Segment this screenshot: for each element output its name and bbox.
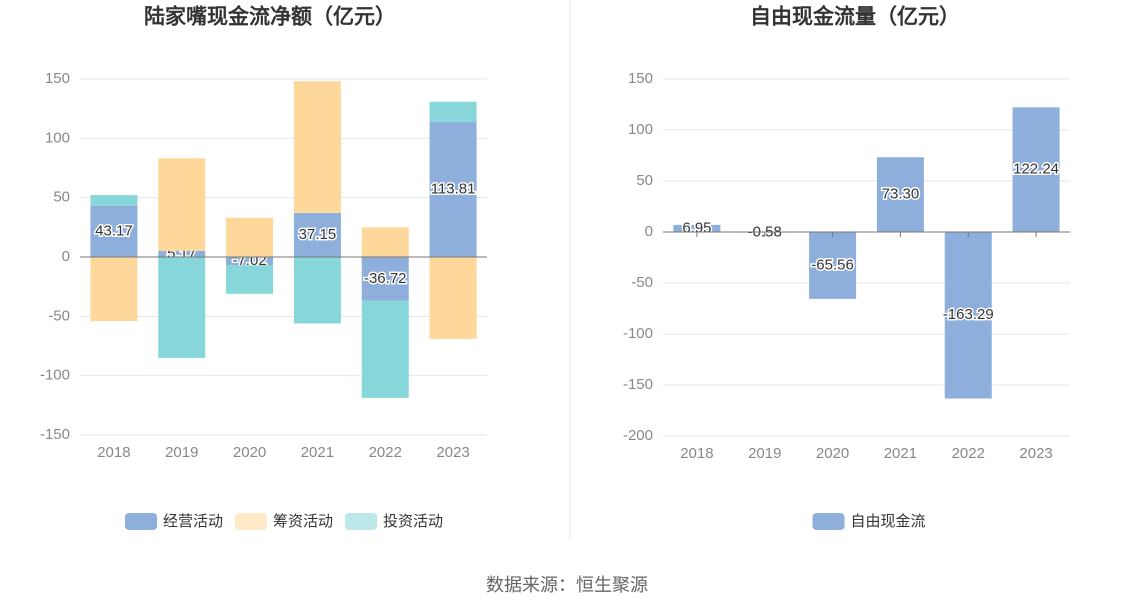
bar [90, 257, 138, 322]
bar [429, 257, 477, 339]
legend-swatch [235, 513, 267, 530]
bar [158, 250, 206, 257]
bar [226, 217, 274, 257]
x-tick-label: 2020 [233, 444, 266, 461]
x-tick-label: 2022 [369, 444, 402, 461]
bar [361, 227, 409, 257]
y-tick-label: -150 [623, 376, 653, 393]
legend-label: 筹资活动 [273, 513, 333, 530]
bar [944, 232, 992, 399]
y-tick-label: -100 [40, 367, 70, 384]
data-label: -36.72 [364, 270, 407, 287]
bar [226, 265, 274, 294]
x-tick-label: 2023 [436, 444, 469, 461]
legend-label: 自由现金流 [851, 513, 926, 530]
data-label: 37.15 [299, 226, 337, 243]
bar [158, 257, 206, 358]
bar [90, 195, 138, 206]
x-tick-label: 2019 [748, 445, 781, 462]
bar [293, 257, 341, 324]
y-tick-label: 150 [45, 70, 70, 87]
y-tick-label: -200 [623, 427, 653, 444]
legend-swatch [812, 513, 845, 530]
y-tick-label: 0 [62, 248, 70, 265]
y-tick-label: 50 [53, 189, 70, 206]
y-tick-label: 150 [628, 70, 653, 87]
x-tick-label: 2019 [165, 444, 198, 461]
data-label: -65.56 [811, 256, 854, 273]
bar [809, 232, 857, 299]
bar [90, 205, 138, 257]
data-label: 122.24 [1013, 161, 1059, 178]
y-tick-label: 100 [628, 121, 653, 138]
y-tick-label: 0 [645, 223, 653, 240]
x-tick-label: 2021 [884, 445, 917, 462]
x-tick-label: 2018 [97, 444, 130, 461]
bar [293, 81, 341, 213]
legend-label: 投资活动 [383, 513, 443, 530]
data-label: 43.17 [95, 222, 133, 239]
bar [293, 212, 341, 257]
x-tick-label: 2022 [952, 445, 985, 462]
x-tick-label: 2018 [680, 445, 713, 462]
bar [361, 257, 409, 301]
y-tick-label: -150 [40, 426, 70, 443]
y-tick-label: 50 [636, 172, 653, 189]
bar [361, 300, 409, 398]
bar [226, 257, 274, 266]
legend-swatch [125, 513, 157, 530]
y-tick-label: -50 [631, 274, 653, 291]
data-label: 113.81 [431, 180, 476, 197]
bar [429, 101, 477, 122]
bar [1012, 107, 1060, 232]
chart-title: 自由现金流量（亿元） [750, 5, 960, 29]
bar [876, 157, 924, 232]
bar [158, 158, 206, 251]
y-tick-label: -100 [623, 325, 653, 342]
bar [429, 121, 477, 257]
legend-label: 经营活动 [163, 513, 223, 530]
x-tick-label: 2021 [301, 444, 334, 461]
chart-title: 陆家嘴现金流净额（亿元） [144, 5, 396, 29]
data-label: 73.30 [882, 186, 920, 203]
x-tick-label: 2020 [816, 445, 849, 462]
source: 数据来源：恒生聚源 [486, 575, 648, 595]
y-tick-label: -50 [48, 307, 70, 324]
x-tick-label: 2023 [1019, 445, 1052, 462]
legend-swatch [345, 513, 377, 530]
bar [673, 224, 721, 232]
y-tick-label: 100 [45, 129, 70, 146]
data-label: -163.29 [943, 306, 994, 323]
